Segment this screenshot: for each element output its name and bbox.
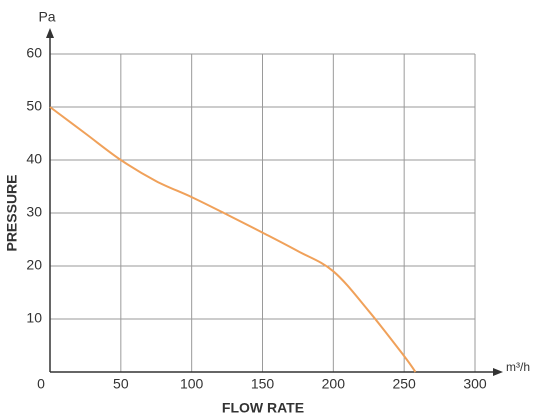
y-tick-label: 50 bbox=[26, 98, 42, 114]
y-tick-label: 20 bbox=[26, 257, 42, 273]
x-axis-arrow bbox=[493, 368, 503, 376]
x-tick-label: 200 bbox=[322, 376, 346, 392]
y-tick-label: 30 bbox=[26, 204, 42, 220]
x-tick-label: 150 bbox=[251, 376, 275, 392]
x-tick-label: 250 bbox=[392, 376, 416, 392]
y-tick-label: 40 bbox=[26, 151, 42, 167]
x-tick-label: 100 bbox=[180, 376, 204, 392]
x-axis-label: FLOW RATE bbox=[222, 400, 304, 416]
y-axis-label: PRESSURE bbox=[4, 174, 20, 251]
x-tick-label: 300 bbox=[463, 376, 487, 392]
x-unit: m³/h bbox=[506, 360, 530, 374]
x-tick-label: 0 bbox=[37, 376, 45, 392]
y-tick-label: 60 bbox=[26, 45, 42, 61]
x-tick-label: 50 bbox=[113, 376, 129, 392]
y-unit: Pa bbox=[38, 9, 55, 25]
y-axis-arrow bbox=[46, 28, 54, 38]
data-line bbox=[49, 106, 417, 373]
y-tick-label: 10 bbox=[26, 310, 42, 326]
